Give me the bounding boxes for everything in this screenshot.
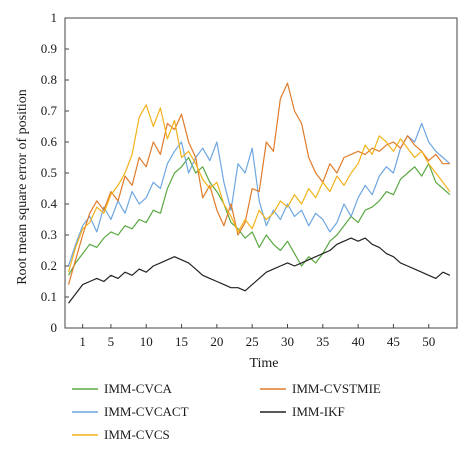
- legend-label: IMM-CVCA: [104, 381, 173, 396]
- legend-item-imm-cvstmie: IMM-CVSTMIE: [260, 381, 381, 396]
- y-tick-label: 0.3: [41, 227, 57, 242]
- legend-item-imm-cvcs: IMM-CVCS: [72, 427, 170, 442]
- x-tick-label: 10: [140, 334, 153, 349]
- legend-label: IMM-CVCACT: [104, 404, 189, 419]
- x-tick-label: 15: [175, 334, 188, 349]
- y-tick-label: 0.9: [41, 41, 57, 56]
- legend-label: IMM-CVCS: [104, 427, 170, 442]
- x-axis-ticks: 1 5 10 15 20 25 30 35 40 45 50: [79, 324, 435, 349]
- series-line-imm-cvcact: [67, 122, 451, 267]
- y-tick-label: 0.4: [41, 196, 58, 211]
- x-tick-label: 35: [316, 334, 329, 349]
- y-axis-title: Root mean square error of position: [15, 89, 30, 285]
- y-tick-label: 0.7: [41, 103, 58, 118]
- y-tick-label: 0.8: [41, 72, 57, 87]
- y-axis-ticks: 0 0.1 0.2 0.3 0.4 0.5 0.6 0.7 0.8 0.9 1: [41, 10, 69, 335]
- x-tick-label: 5: [108, 334, 115, 349]
- legend-item-imm-cvca: IMM-CVCA: [72, 381, 173, 396]
- y-tick-label: 0.1: [41, 289, 57, 304]
- y-tick-label: 0.6: [41, 134, 58, 149]
- x-tick-label: 45: [387, 334, 400, 349]
- series-line-imm-ikf: [68, 237, 451, 304]
- x-tick-label: 50: [422, 334, 435, 349]
- legend-label: IMM-CVSTMIE: [292, 381, 381, 396]
- x-tick-label: 1: [79, 334, 86, 349]
- x-axis-title: Time: [249, 356, 278, 371]
- y-tick-label: 0.2: [41, 258, 57, 273]
- series-line-imm-cvstmie: [67, 82, 450, 285]
- y-tick-label: 0: [51, 320, 58, 335]
- x-tick-label: 30: [281, 334, 294, 349]
- legend-item-imm-ikf: IMM-IKF: [260, 404, 345, 419]
- legend-label: IMM-IKF: [292, 404, 345, 419]
- x-tick-label: 20: [210, 334, 223, 349]
- legend-item-imm-cvcact: IMM-CVCACT: [72, 404, 189, 419]
- y-tick-label: 1: [51, 10, 58, 25]
- y-tick-label: 0.5: [41, 165, 57, 180]
- legend: IMM-CVCA IMM-CVCACT IMM-CVCS IMM-CVSTMIE IMM…: [72, 381, 381, 442]
- x-tick-label: 40: [352, 334, 365, 349]
- series-line-imm-cvcs: [67, 104, 451, 273]
- series-line-imm-cvca: [67, 156, 451, 276]
- series-layer: [67, 82, 451, 304]
- x-tick-label: 25: [246, 334, 259, 349]
